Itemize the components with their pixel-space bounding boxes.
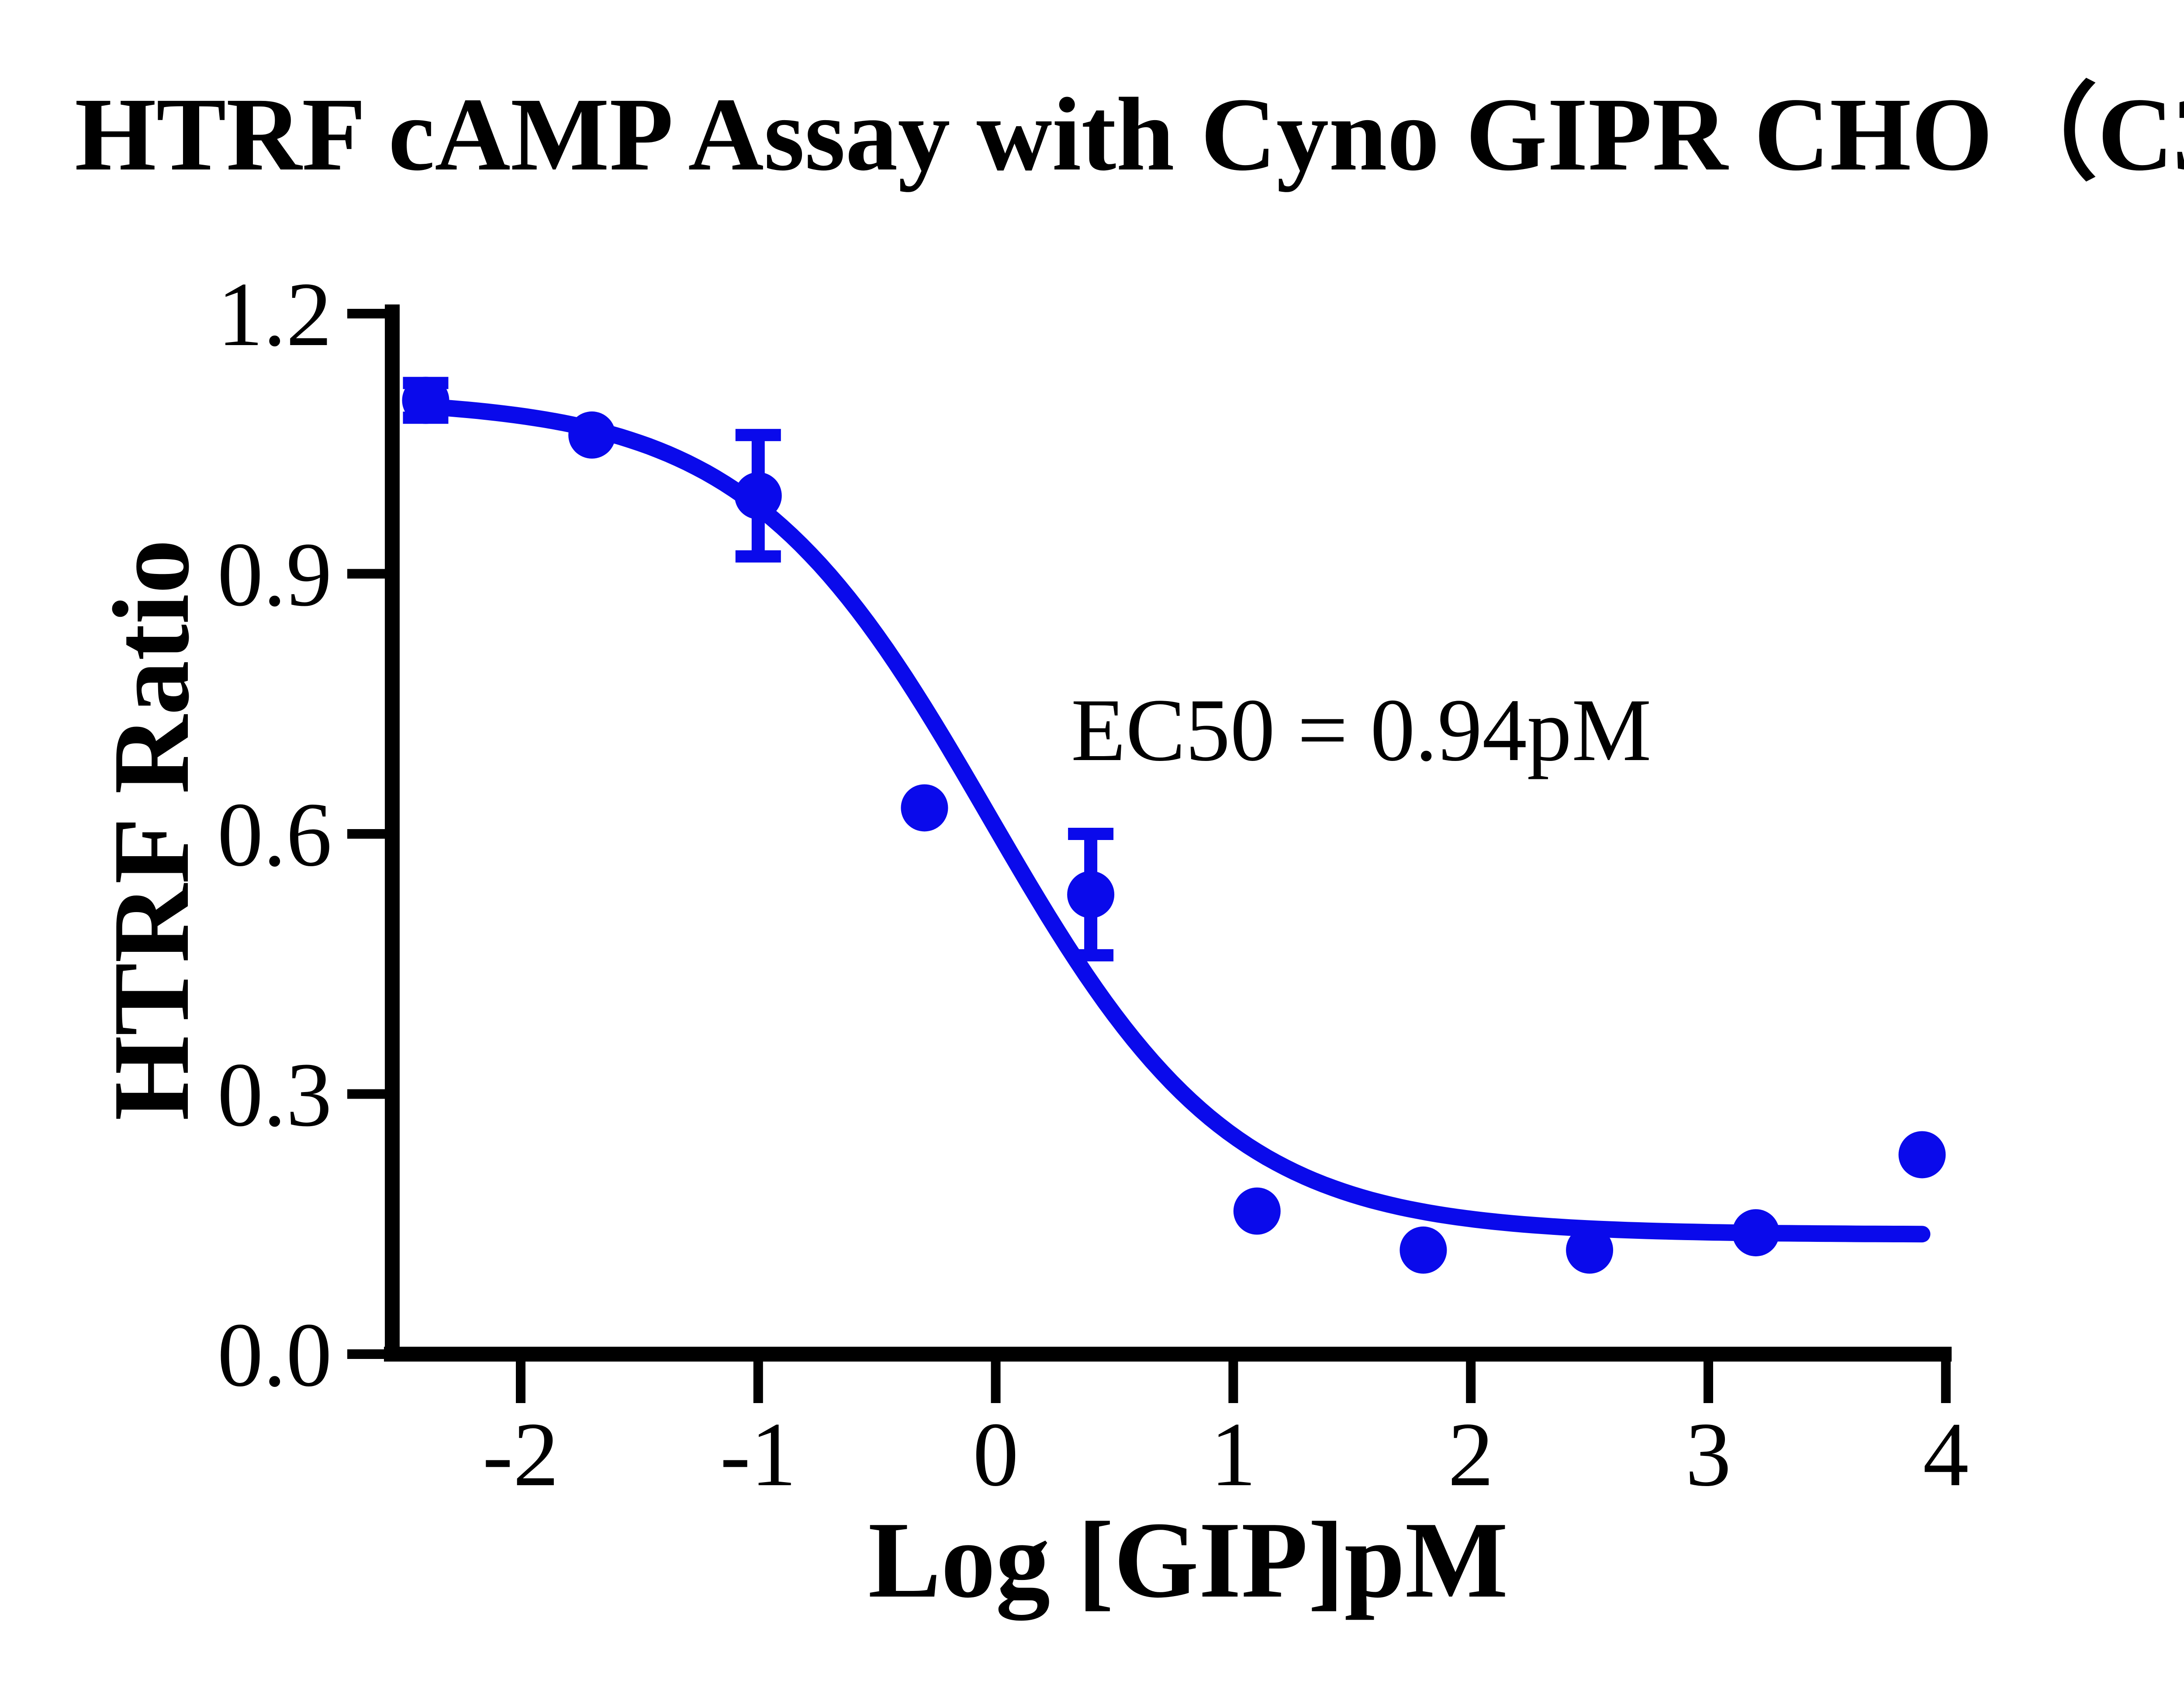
data-point-marker <box>568 411 616 459</box>
y-tick-label: 0.3 <box>218 1044 332 1146</box>
x-tick-label: 1 <box>1210 1404 1256 1505</box>
x-tick-label: 2 <box>1448 1404 1494 1505</box>
x-tick-label: -1 <box>720 1404 796 1505</box>
y-tick-label: 0.0 <box>218 1304 332 1406</box>
x-tick-label: 3 <box>1686 1404 1731 1505</box>
data-point-marker <box>1898 1131 1946 1179</box>
x-tick-label: -2 <box>483 1404 559 1505</box>
data-point-marker <box>901 784 948 832</box>
series-layer <box>402 377 1946 1274</box>
data-point-marker <box>1732 1209 1780 1257</box>
data-point-marker <box>1233 1187 1281 1235</box>
data-point-marker <box>1566 1226 1614 1274</box>
data-point-marker <box>734 472 782 519</box>
chart-title: HTRF cAMP Assay with Cyno GIPR CHO（C34） <box>75 76 2184 192</box>
x-axis-title: Log [GIP]pM <box>868 1500 1508 1621</box>
ec50-annotation: EC50 = 0.94pM <box>1071 681 1652 780</box>
y-tick-label: 1.2 <box>218 264 332 365</box>
axes-layer: 0.0 0.3 0.6 0.9 1.2 -2 -1 0 1 2 3 4 <box>218 264 1969 1505</box>
y-tick-label: 0.9 <box>218 524 332 626</box>
y-axis-title: HTRF Ratio <box>91 539 212 1121</box>
x-tick-label: 4 <box>1923 1404 1969 1505</box>
data-point-marker <box>402 377 449 424</box>
data-point-marker <box>1400 1226 1447 1274</box>
data-point-marker <box>1067 871 1115 918</box>
y-tick-label: 0.6 <box>218 784 332 885</box>
x-tick-label: 0 <box>973 1404 1019 1505</box>
fit-curve <box>412 398 1931 1243</box>
